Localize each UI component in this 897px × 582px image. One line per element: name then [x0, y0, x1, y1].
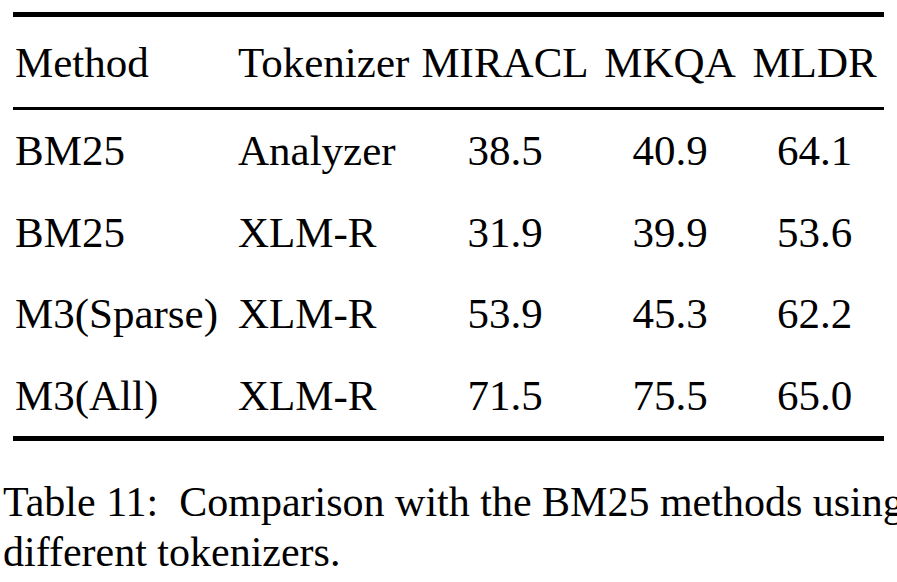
table-cell-tokenizer: XLM-R [235, 355, 415, 437]
column-header-method: Method [13, 17, 235, 110]
table-cell-method: M3(All) [13, 355, 235, 437]
table-cell-miracl: 71.5 [415, 355, 595, 437]
table-cell-miracl: 38.5 [415, 110, 595, 192]
table-cell-mkqa: 39.9 [595, 192, 745, 274]
column-header-mkqa: MKQA [595, 17, 745, 110]
results-table: Method Tokenizer MIRACL MKQA MLDR BM25 A… [13, 12, 884, 441]
table-cell-mkqa: 40.9 [595, 110, 745, 192]
table-caption: Table 11: Comparison with the BM25 metho… [3, 477, 897, 577]
table-cell-mkqa: 45.3 [595, 273, 745, 355]
table-cell-tokenizer: XLM-R [235, 273, 415, 355]
table-cell-mldr: 65.0 [745, 355, 884, 437]
column-header-miracl: MIRACL [415, 17, 595, 110]
table-cell-tokenizer: Analyzer [235, 110, 415, 192]
paper-table-figure: Method Tokenizer MIRACL MKQA MLDR BM25 A… [0, 0, 897, 582]
table-cell-method: BM25 [13, 192, 235, 274]
table-cell-miracl: 53.9 [415, 273, 595, 355]
table-cell-mldr: 53.6 [745, 192, 884, 274]
table-cell-mldr: 64.1 [745, 110, 884, 192]
table-cell-mkqa: 75.5 [595, 355, 745, 437]
table-cell-method: M3(Sparse) [13, 273, 235, 355]
table-caption-line-2: different tokenizers. [3, 527, 897, 577]
table-cell-method: BM25 [13, 110, 235, 192]
column-header-tokenizer: Tokenizer [235, 17, 415, 110]
table-cell-tokenizer: XLM-R [235, 192, 415, 274]
table-caption-line-1: Table 11: Comparison with the BM25 metho… [3, 477, 897, 527]
column-header-mldr: MLDR [745, 17, 884, 110]
table-cell-miracl: 31.9 [415, 192, 595, 274]
table-cell-mldr: 62.2 [745, 273, 884, 355]
